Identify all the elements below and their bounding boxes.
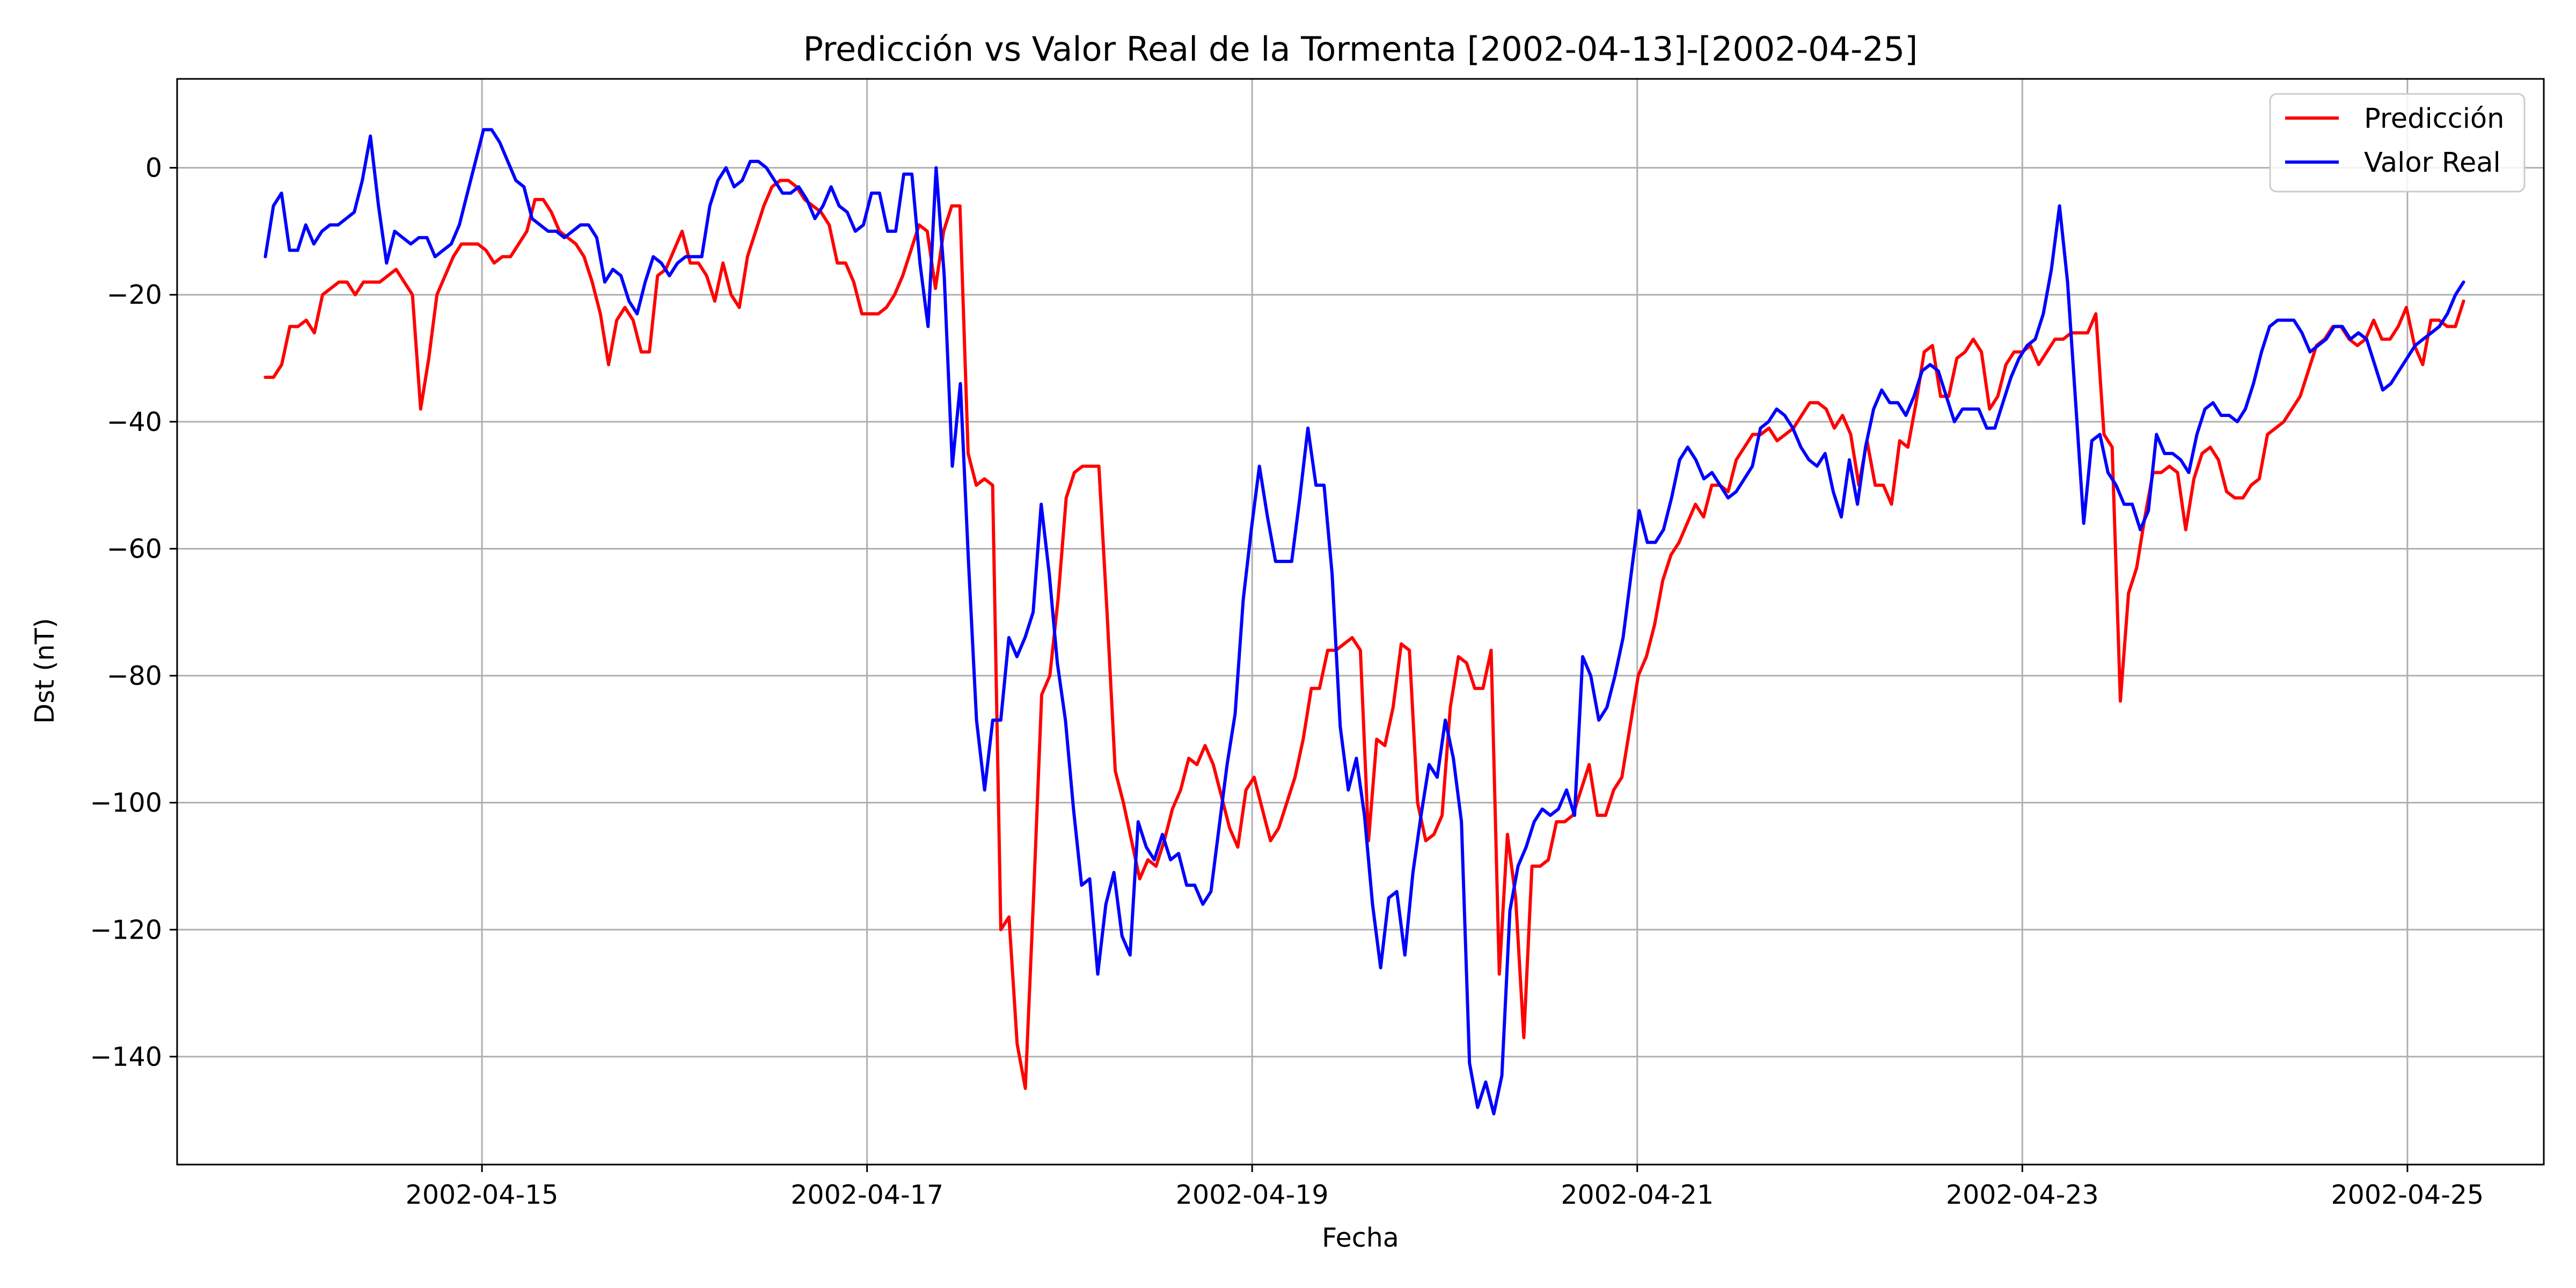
y-tick-label: −60 [107, 533, 162, 564]
x-axis-title: Fecha [1322, 1223, 1399, 1253]
y-tick-label: 0 [145, 153, 162, 184]
y-tick-label: −40 [107, 407, 162, 437]
y-tick-label: −20 [107, 280, 162, 310]
x-axis: 2002-04-15 2002-04-17 2002-04-19 2002-04-21… [406, 1165, 2484, 1210]
y-axis: 0 −20 −40 −60 −80 −100 −120 −140 [90, 153, 177, 1072]
x-tick-label: 2002-04-19 [1176, 1180, 1329, 1210]
x-tick-label: 2002-04-15 [406, 1180, 559, 1210]
chart-title: Predicción vs Valor Real de la Tormenta … [803, 30, 1918, 69]
plot-frame [176, 78, 2545, 1166]
legend-label-prediccion: Predicción [2364, 103, 2504, 135]
grid [177, 79, 2544, 1165]
x-tick-label: 2002-04-17 [791, 1180, 943, 1210]
y-axis-title: Dst (nT) [30, 618, 60, 723]
x-tick-label: 2002-04-25 [2331, 1180, 2484, 1210]
y-tick-label: −100 [90, 788, 162, 818]
x-tick-label: 2002-04-21 [1561, 1180, 1714, 1210]
x-tick-label: 2002-04-23 [1946, 1180, 2099, 1210]
y-tick-label: −140 [90, 1042, 162, 1072]
series-line-prediccion [264, 179, 2465, 1090]
y-tick-label: −80 [107, 661, 162, 691]
y-tick-label: −120 [90, 914, 162, 945]
legend: Predicción Valor Real [2269, 93, 2526, 193]
legend-label-valor-real: Valor Real [2364, 147, 2501, 179]
plot-lines [264, 128, 2465, 1116]
series-line-valor-real [264, 128, 2465, 1116]
